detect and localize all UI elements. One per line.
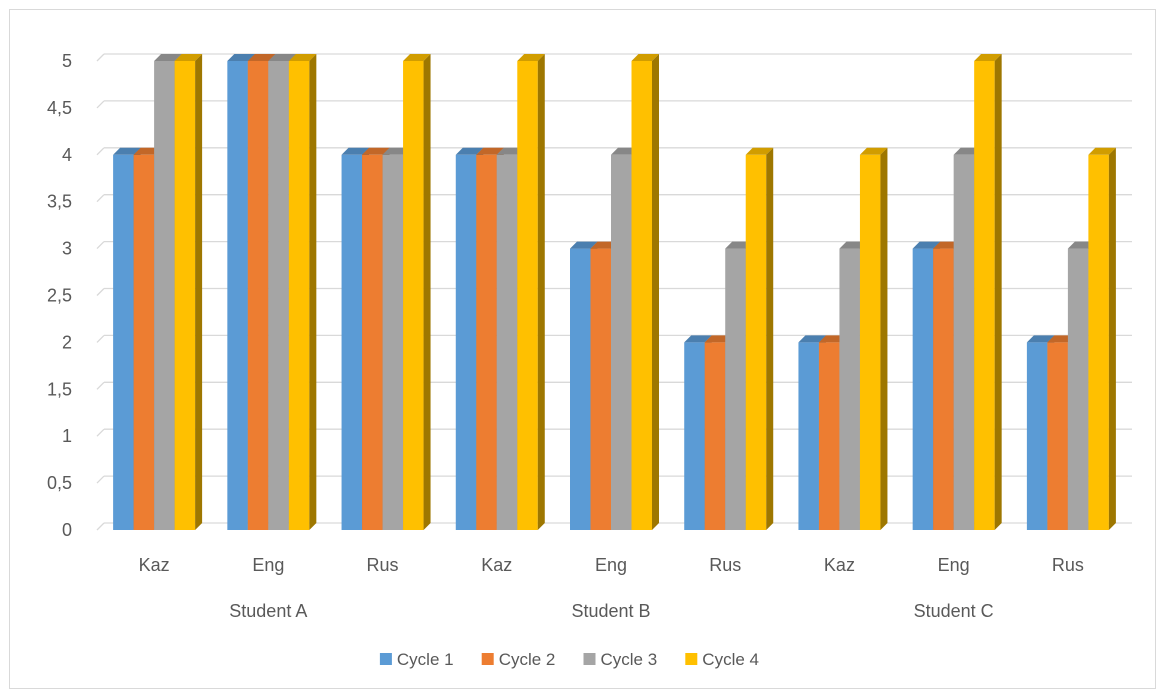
gridline-side	[96, 334, 105, 343]
bar	[859, 147, 888, 531]
gridline-side	[96, 381, 105, 390]
bar	[631, 54, 659, 530]
gridline-side	[96, 428, 105, 437]
legend-swatch	[379, 653, 392, 665]
legend-item: Cycle 4	[685, 650, 759, 669]
gridline-side	[96, 288, 105, 296]
x-category-label: Rus	[1052, 555, 1084, 575]
x-category-label: Eng	[938, 555, 970, 575]
bar	[1088, 147, 1116, 531]
bar	[288, 54, 317, 530]
bar	[745, 147, 774, 531]
gridline-side	[96, 53, 105, 62]
x-category-label: Kaz	[139, 555, 170, 575]
legend-label: Cycle 2	[499, 650, 556, 669]
y-tick-label: 4	[62, 145, 72, 165]
bar	[517, 54, 545, 530]
legend-swatch	[685, 653, 698, 665]
legend-label: Cycle 3	[601, 650, 658, 669]
y-tick-label: 2	[62, 332, 72, 352]
legend-item: Cycle 2	[481, 650, 556, 669]
gridline-side	[96, 241, 105, 250]
gridline-side	[96, 475, 105, 484]
x-category-label: Kaz	[824, 555, 855, 575]
bar	[174, 54, 203, 530]
legend-swatch	[481, 653, 494, 665]
y-tick-label: 4,5	[47, 98, 72, 118]
legend-label: Cycle 4	[702, 650, 759, 669]
gridline-side	[96, 100, 105, 109]
bar	[974, 54, 1002, 530]
y-tick-label: 0,5	[47, 473, 72, 493]
y-tick-label: 3	[62, 239, 72, 259]
x-group-label: Student C	[914, 601, 994, 621]
x-category-label: Eng	[595, 555, 627, 575]
x-category-label: Rus	[367, 555, 399, 575]
bars	[113, 54, 1116, 531]
y-tick-label: 3,5	[47, 192, 72, 212]
x-axis-group-labels: Student A Student B Student C	[229, 601, 993, 621]
legend: Cycle 1 Cycle 2 Cycle 3 Cycle 4	[379, 650, 759, 669]
gridline-side	[96, 147, 105, 156]
legend-swatch	[583, 653, 596, 665]
x-category-label: Kaz	[481, 555, 512, 575]
legend-item: Cycle 1	[379, 650, 454, 669]
y-tick-label: 0	[62, 520, 72, 540]
x-group-label: Student A	[229, 601, 307, 621]
y-tick-label: 2,5	[47, 286, 72, 306]
bar	[403, 54, 431, 530]
gridline-side	[96, 194, 105, 203]
gridline-side	[96, 522, 105, 531]
y-tick-label: 5	[62, 51, 72, 71]
x-axis-category-labels: Kaz Eng Rus Kaz Eng Rus Kaz Eng Rus	[139, 555, 1084, 575]
y-tick-label: 1	[62, 426, 72, 446]
x-group-label: Student B	[571, 601, 650, 621]
y-axis-tick-labels: 0 0,5 1 1,5 2 2,5 3 3,5 4 4,5 5	[47, 51, 72, 540]
legend-label: Cycle 1	[397, 650, 454, 669]
y-tick-label: 1,5	[47, 379, 72, 399]
x-category-label: Rus	[709, 555, 741, 575]
x-category-label: Eng	[252, 555, 284, 575]
legend-item: Cycle 3	[583, 650, 658, 669]
